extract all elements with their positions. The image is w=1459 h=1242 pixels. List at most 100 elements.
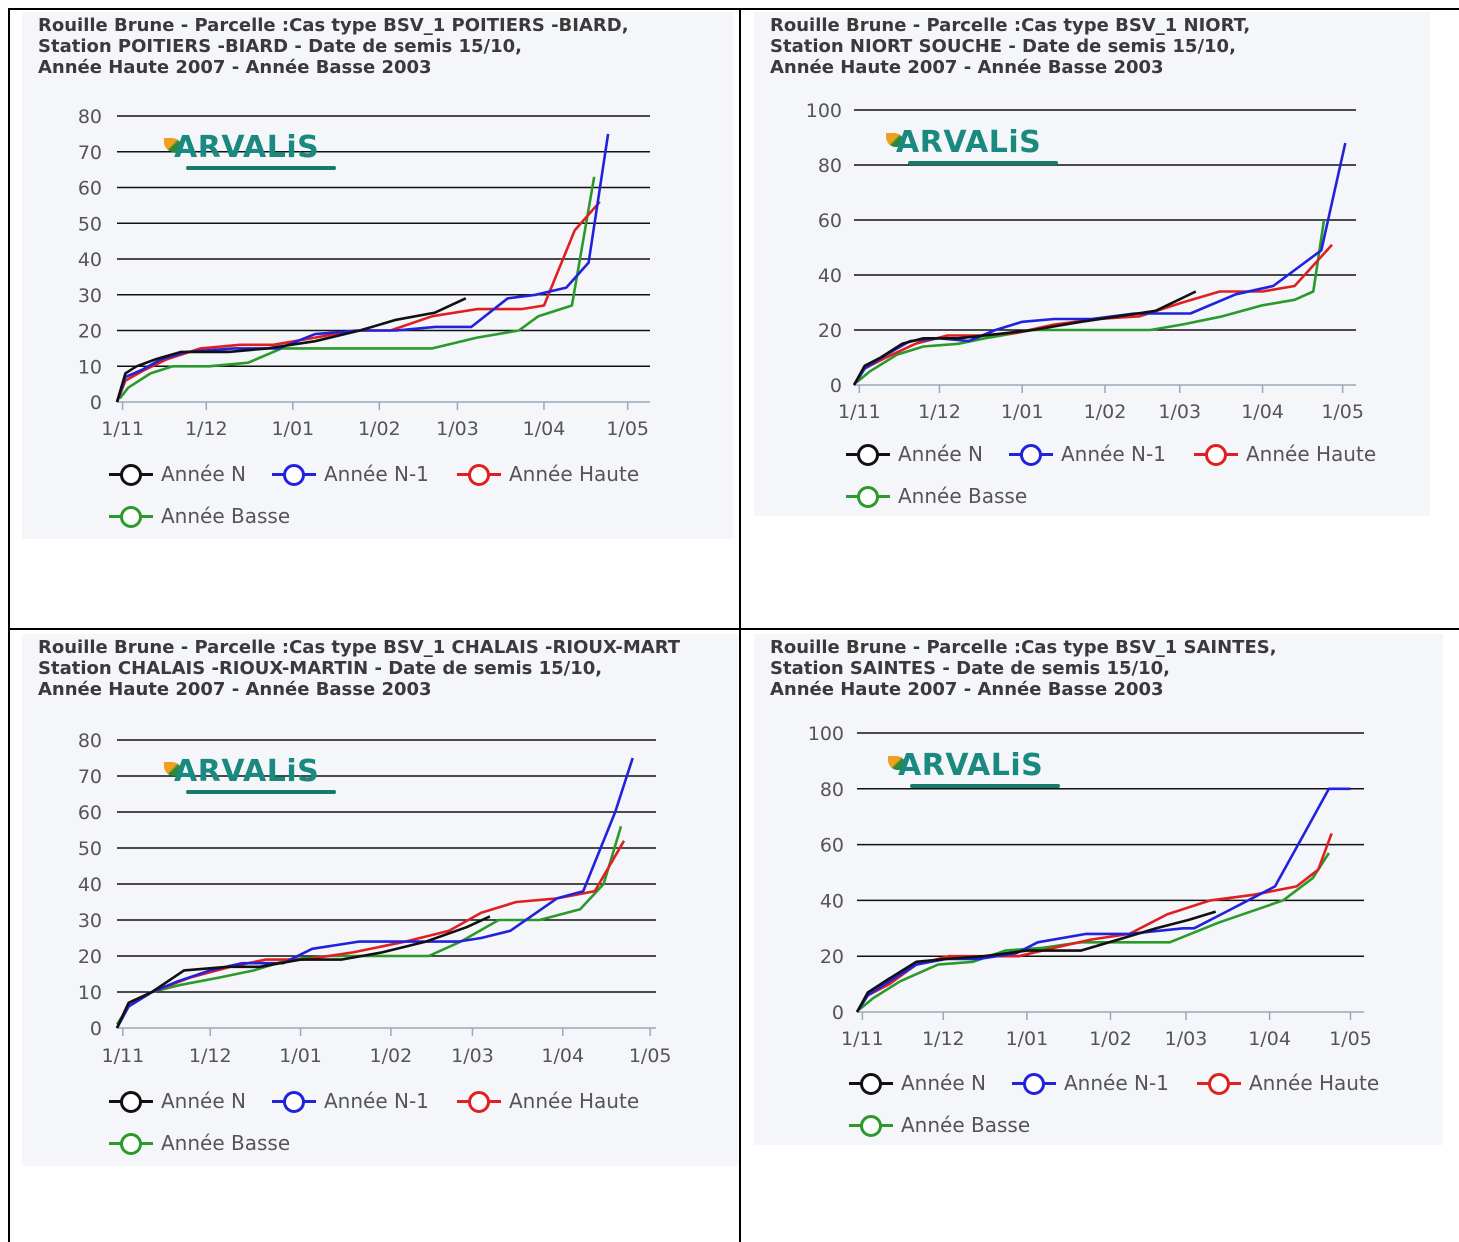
x-tick-label: 1/01 [1001, 401, 1044, 423]
x-tick-label: 1/12 [922, 1028, 965, 1050]
legend-label: Année N-1 [1064, 1071, 1169, 1095]
x-tick-label: 1/01 [271, 418, 314, 440]
y-tick-label: 10 [78, 982, 102, 1004]
legend-marker-icon [457, 463, 501, 486]
y-tick-label: 80 [78, 106, 102, 128]
chart-title-line: Rouille Brune - Parcelle :Cas type BSV_1… [38, 637, 681, 658]
table-border-middle-horizontal [8, 628, 1459, 630]
legend-label: Année N [898, 442, 983, 466]
arvalis-logo: ARVALiS [174, 130, 320, 165]
y-tick-label: 0 [90, 1018, 102, 1040]
series-line-annee-n1 [115, 757, 634, 1029]
y-tick-label: 10 [78, 356, 102, 378]
y-tick-label: 0 [832, 1002, 844, 1024]
legend-marker-icon [1197, 1072, 1241, 1095]
logo-leaf-icon [164, 138, 182, 152]
line-chart: 0 10 20 30 40 50 60 70 80 1/11 1/12 1/01 1/02 1/03 1/0… [78, 730, 672, 1067]
legend-item-annee-haute[interactable]: Année Haute [457, 1089, 639, 1113]
legend-item-annee-n[interactable]: Année N [109, 462, 246, 486]
legend-marker-icon [849, 1114, 893, 1137]
legend-item-annee-basse[interactable]: Année Basse [109, 1131, 290, 1155]
legend-item-annee-n1[interactable]: Année N-1 [272, 1089, 429, 1113]
y-tick-label: 60 [820, 835, 844, 857]
y-tick-label: 60 [78, 802, 102, 824]
x-tick-label: 1/12 [918, 401, 961, 423]
logo-leaf-icon [888, 756, 906, 770]
series-line-annee-haute [115, 200, 601, 403]
x-tick-label: 1/11 [841, 1028, 884, 1050]
chart-title-line: Rouille Brune - Parcelle :Cas type BSV_1… [770, 637, 1277, 658]
legend-label: Année Haute [509, 1089, 640, 1113]
y-tick-label: 100 [806, 100, 842, 122]
x-tick-label: 1/11 [838, 401, 881, 423]
series-line-annee-n [115, 915, 491, 1029]
series-line-annee-haute [115, 840, 626, 1029]
y-tick-label: 80 [820, 779, 844, 801]
series-line-annee-haute [855, 832, 1333, 1013]
y-tick-label: 0 [90, 392, 102, 414]
legend-item-annee-n[interactable]: Année N [109, 1089, 246, 1113]
series-line-annee-n1 [115, 133, 610, 403]
logo-swoosh [910, 784, 1060, 788]
x-tick-label: 1/03 [1165, 1028, 1208, 1050]
legend-marker-icon [272, 463, 316, 486]
series-line-annee-basse [855, 219, 1326, 384]
table-border-top [8, 8, 1459, 10]
y-tick-label: 40 [818, 265, 842, 287]
chart-title-line: Année Haute 2007 - Année Basse 2003 [770, 57, 1164, 78]
legend-marker-icon [109, 505, 153, 528]
y-tick-label: 60 [818, 210, 842, 232]
y-tick-label: 30 [78, 285, 102, 307]
y-tick-label: 20 [78, 946, 102, 968]
series-line-annee-n [855, 910, 1217, 1013]
y-tick-label: 80 [818, 155, 842, 177]
legend-item-annee-basse[interactable]: Année Basse [846, 484, 1027, 508]
y-tick-label: 20 [818, 320, 842, 342]
legend-item-annee-n[interactable]: Année N [849, 1071, 986, 1095]
x-tick-label: 1/01 [279, 1045, 322, 1067]
x-tick-label: 1/04 [541, 1045, 584, 1067]
chart-title: Rouille Brune - Parcelle :Cas type BSV_1… [770, 15, 1459, 78]
logo-swoosh [186, 790, 336, 794]
x-tick-label: 1/03 [1158, 401, 1201, 423]
legend-item-annee-haute[interactable]: Année Haute [457, 462, 639, 486]
x-tick-label: 1/04 [1248, 1028, 1291, 1050]
chart-title-line: Station NIORT SOUCHE - Date de semis 15/… [770, 36, 1236, 57]
legend-item-annee-n1[interactable]: Année N-1 [1009, 442, 1166, 466]
legend-marker-icon [272, 1090, 316, 1113]
chart-panel-chalais: Rouille Brune - Parcelle :Cas type BSV_1… [22, 634, 738, 1166]
legend-label: Année Basse [161, 1131, 291, 1155]
chart-title-line: Station SAINTES - Date de semis 15/10, [770, 658, 1170, 679]
legend-item-annee-haute[interactable]: Année Haute [1194, 442, 1376, 466]
legend-marker-icon [109, 1090, 153, 1113]
x-tick-label: 1/05 [1321, 401, 1364, 423]
legend-label: Année Haute [1246, 442, 1377, 466]
series-line-annee-haute [852, 243, 1333, 386]
legend-item-annee-n[interactable]: Année N [846, 442, 983, 466]
legend-item-annee-n1[interactable]: Année N-1 [272, 462, 429, 486]
legend-item-annee-basse[interactable]: Année Basse [849, 1113, 1030, 1137]
x-tick-label: 1/05 [1329, 1028, 1372, 1050]
chart-title: Rouille Brune - Parcelle :Cas type BSV_1… [38, 637, 758, 700]
legend-label: Année N-1 [324, 1089, 429, 1113]
x-tick-label: 1/12 [189, 1045, 232, 1067]
y-tick-label: 20 [78, 321, 102, 343]
chart-title-line: Rouille Brune - Parcelle :Cas type BSV_1… [38, 15, 629, 36]
line-chart: 0 20 40 60 80 100 1/11 1/12 1/01 1/02 1/03 1/04 1/05 [806, 100, 1364, 423]
legend-item-annee-n1[interactable]: Année N-1 [1012, 1071, 1169, 1095]
legend-marker-icon [846, 443, 890, 466]
chart-title-line: Station CHALAIS -RIOUX-MARTIN - Date de … [38, 658, 603, 679]
chart-title: Rouille Brune - Parcelle :Cas type BSV_1… [38, 15, 758, 78]
legend-item-annee-haute[interactable]: Année Haute [1197, 1071, 1379, 1095]
legend-item-annee-basse[interactable]: Année Basse [109, 504, 290, 528]
series-line-annee-basse [858, 852, 1330, 1011]
series-line-annee-n [115, 297, 467, 403]
x-tick-label: 1/12 [185, 418, 228, 440]
x-tick-label: 1/04 [1241, 401, 1284, 423]
arvalis-logo: ARVALiS [898, 748, 1044, 783]
y-tick-label: 100 [808, 723, 844, 745]
y-tick-label: 50 [78, 838, 102, 860]
line-chart: 0 20 40 60 80 100 1/11 1/12 1/01 1/02 1/03 1/04 1/05 [808, 723, 1372, 1050]
x-tick-label: 1/05 [606, 418, 649, 440]
x-tick-label: 1/02 [1089, 1028, 1132, 1050]
